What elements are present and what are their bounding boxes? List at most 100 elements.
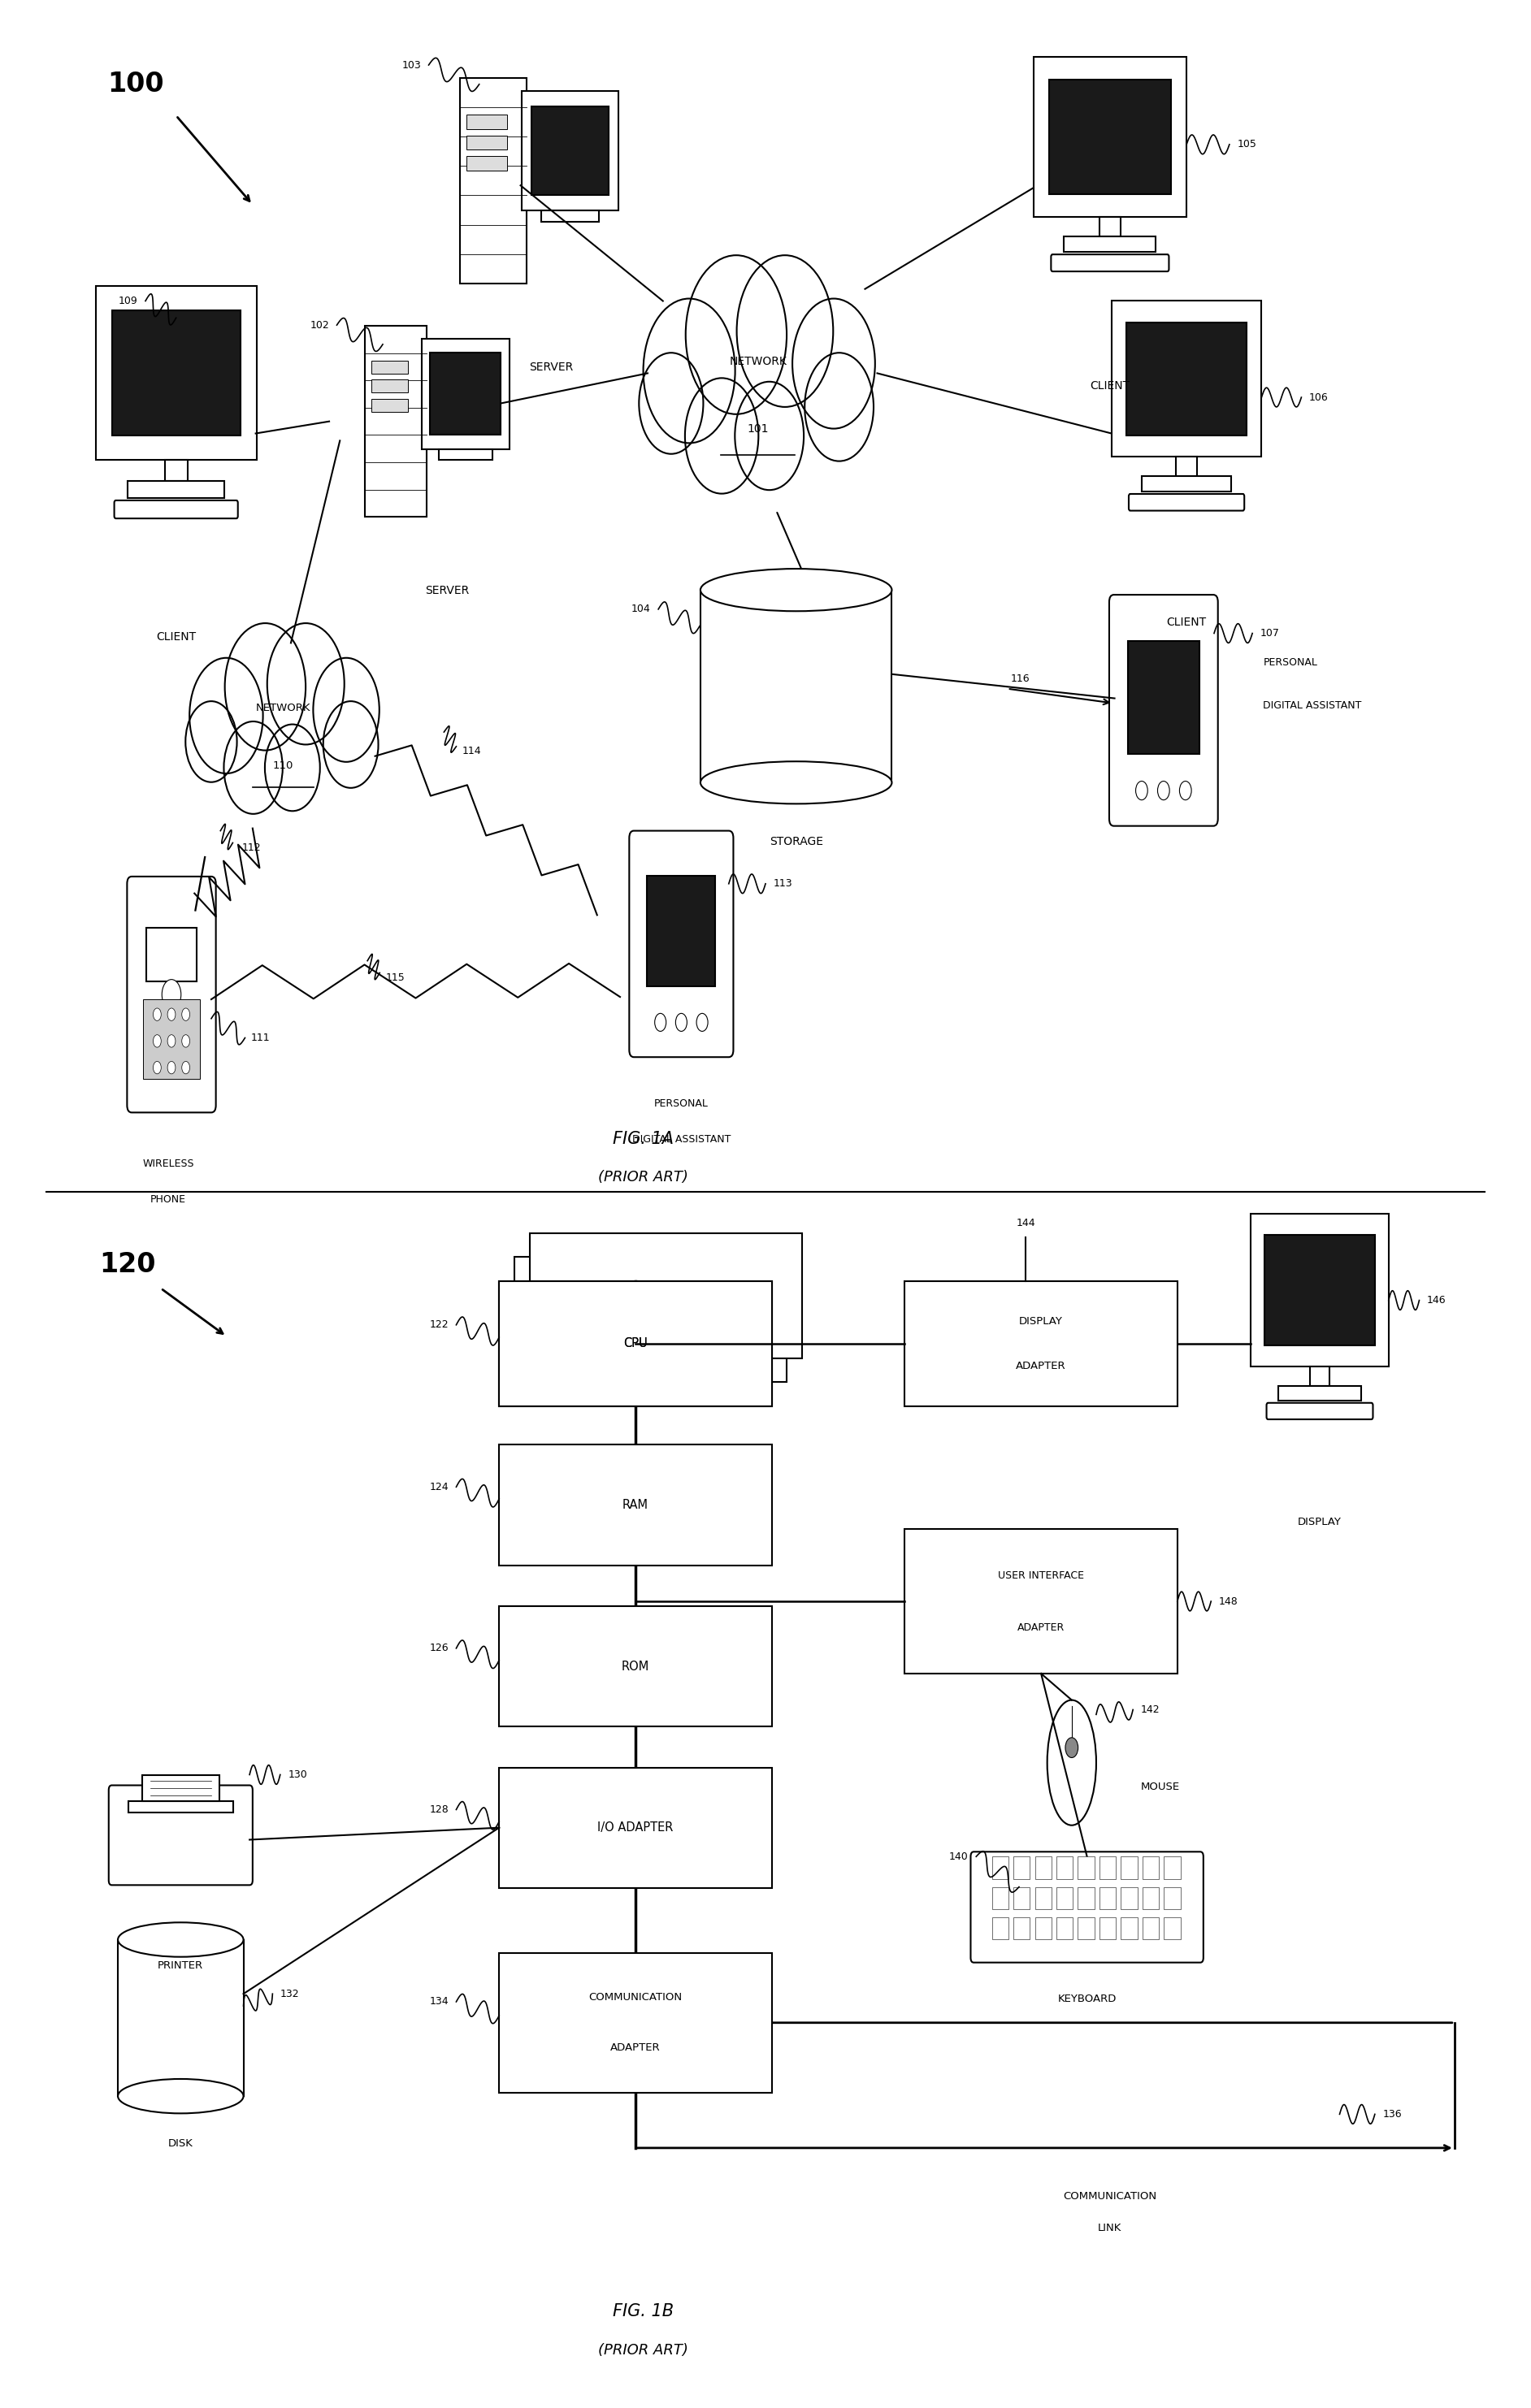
Circle shape (735, 380, 804, 491)
Text: DIGITAL ASSISTANT: DIGITAL ASSISTANT (1263, 701, 1361, 710)
Text: 124: 124 (429, 1481, 449, 1493)
Bar (1121, 1917, 1138, 1938)
Bar (1142, 1917, 1159, 1938)
Bar (499, 1953, 772, 2093)
Bar (701, 590, 891, 783)
Bar (1099, 1857, 1116, 1878)
Bar (1121, 1857, 1138, 1878)
Bar (499, 1281, 772, 1406)
Bar (1049, 79, 1171, 195)
Bar (992, 1857, 1007, 1878)
Bar (467, 116, 507, 130)
Text: WIRELESS: WIRELESS (142, 1158, 194, 1168)
Bar (1056, 1917, 1073, 1938)
Text: DISPLAY: DISPLAY (1298, 1517, 1341, 1527)
Circle shape (190, 657, 263, 773)
Circle shape (167, 1062, 176, 1074)
Bar (499, 1767, 772, 1888)
Circle shape (162, 980, 181, 1009)
Circle shape (185, 701, 237, 783)
Text: 134: 134 (429, 1996, 449, 2006)
FancyBboxPatch shape (115, 501, 237, 518)
Bar (129, 1801, 233, 1813)
Text: 105: 105 (1237, 140, 1257, 149)
FancyBboxPatch shape (1050, 255, 1170, 272)
Circle shape (686, 255, 787, 414)
Text: 148: 148 (1219, 1597, 1239, 1606)
Text: 101: 101 (747, 424, 769, 433)
Bar (371, 361, 407, 373)
FancyBboxPatch shape (1266, 1404, 1373, 1418)
Text: 113: 113 (773, 879, 793, 889)
Text: 111: 111 (251, 1033, 271, 1043)
Circle shape (182, 1009, 190, 1021)
Bar (522, 92, 619, 209)
Bar (1278, 1385, 1361, 1401)
Bar (992, 1917, 1007, 1938)
Bar (1311, 1368, 1329, 1385)
Bar (1164, 1857, 1180, 1878)
Text: PERSONAL: PERSONAL (654, 1098, 709, 1108)
Text: 109: 109 (118, 296, 138, 306)
Bar (540, 209, 599, 222)
Text: 116: 116 (1010, 674, 1030, 684)
Bar (366, 325, 426, 518)
Ellipse shape (701, 761, 891, 804)
Text: COMMUNICATION: COMMUNICATION (588, 1991, 683, 2003)
Circle shape (167, 1009, 176, 1021)
Bar (1056, 1888, 1073, 1910)
Circle shape (1179, 780, 1191, 799)
Bar (514, 1257, 787, 1382)
Bar (499, 1445, 772, 1565)
Text: 146: 146 (1427, 1296, 1447, 1305)
Bar (1164, 1888, 1180, 1910)
Circle shape (224, 722, 283, 814)
Text: 126: 126 (429, 1642, 449, 1654)
Bar (1142, 1888, 1159, 1910)
Bar (1265, 1235, 1375, 1346)
Text: 132: 132 (280, 1989, 300, 1999)
Bar (1014, 1888, 1030, 1910)
Circle shape (793, 299, 876, 429)
Text: PRINTER: PRINTER (158, 1960, 204, 1970)
Ellipse shape (118, 2078, 243, 2114)
Bar (1251, 1214, 1389, 1368)
Bar (1035, 1888, 1052, 1910)
Circle shape (265, 725, 320, 811)
FancyBboxPatch shape (971, 1852, 1203, 1963)
Text: PERSONAL: PERSONAL (1263, 657, 1317, 667)
Circle shape (225, 624, 306, 751)
FancyBboxPatch shape (127, 877, 216, 1112)
Bar (1112, 301, 1262, 458)
Circle shape (684, 378, 758, 494)
Circle shape (1066, 1739, 1078, 1758)
Text: 144: 144 (1017, 1218, 1035, 1228)
Text: FIG. 1A: FIG. 1A (612, 1132, 674, 1146)
Text: ADAPTER: ADAPTER (1017, 1361, 1066, 1373)
Circle shape (266, 624, 344, 744)
Circle shape (1157, 780, 1170, 799)
Text: CPU: CPU (623, 1336, 648, 1351)
Ellipse shape (701, 568, 891, 612)
Circle shape (153, 1009, 161, 1021)
Text: 100: 100 (107, 70, 164, 99)
Bar (1128, 641, 1199, 754)
Bar (905, 1529, 1177, 1674)
Circle shape (153, 1062, 161, 1074)
Bar (648, 877, 715, 987)
Circle shape (182, 1062, 190, 1074)
Bar (1099, 1888, 1116, 1910)
Bar (1121, 1888, 1138, 1910)
Bar (145, 927, 197, 980)
Text: SERVER: SERVER (530, 361, 573, 373)
Text: SERVER: SERVER (426, 585, 468, 597)
Text: CLIENT: CLIENT (1167, 616, 1206, 628)
Circle shape (736, 255, 833, 407)
Bar (1064, 236, 1156, 253)
Circle shape (675, 1014, 687, 1031)
Text: (PRIOR ART): (PRIOR ART) (599, 1170, 687, 1185)
Bar (1035, 1917, 1052, 1938)
Bar (1142, 477, 1231, 491)
Circle shape (655, 1014, 666, 1031)
Bar (905, 1281, 1177, 1406)
